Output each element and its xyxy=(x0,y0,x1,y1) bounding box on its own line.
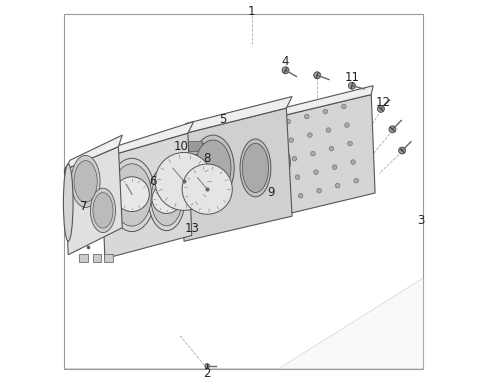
Text: 4: 4 xyxy=(282,55,289,68)
Text: 9: 9 xyxy=(267,186,275,200)
Polygon shape xyxy=(101,133,192,259)
Circle shape xyxy=(351,160,355,164)
Circle shape xyxy=(326,128,331,132)
Polygon shape xyxy=(64,147,122,255)
Circle shape xyxy=(348,141,352,146)
Ellipse shape xyxy=(63,164,73,241)
Circle shape xyxy=(295,175,300,179)
Ellipse shape xyxy=(74,161,97,202)
Circle shape xyxy=(286,119,290,124)
Circle shape xyxy=(205,364,209,368)
Ellipse shape xyxy=(148,167,185,230)
Circle shape xyxy=(155,152,213,210)
Bar xyxy=(187,141,202,151)
Bar xyxy=(186,189,204,201)
Ellipse shape xyxy=(281,180,290,198)
Circle shape xyxy=(304,114,309,119)
Bar xyxy=(186,143,204,154)
Bar xyxy=(79,254,87,262)
Text: 12: 12 xyxy=(375,96,390,109)
Circle shape xyxy=(115,177,149,212)
Ellipse shape xyxy=(109,158,155,232)
Ellipse shape xyxy=(281,151,290,173)
Text: 13: 13 xyxy=(184,222,199,235)
Polygon shape xyxy=(178,96,292,135)
Circle shape xyxy=(348,82,355,89)
Circle shape xyxy=(345,123,349,127)
Ellipse shape xyxy=(112,164,152,226)
Circle shape xyxy=(282,67,289,74)
Polygon shape xyxy=(282,95,375,214)
Circle shape xyxy=(182,164,232,214)
Text: 3: 3 xyxy=(418,213,425,227)
Bar xyxy=(187,181,202,191)
Circle shape xyxy=(298,193,303,198)
Circle shape xyxy=(152,184,181,213)
Circle shape xyxy=(341,104,346,109)
Ellipse shape xyxy=(71,155,100,208)
Circle shape xyxy=(354,178,359,183)
Circle shape xyxy=(314,72,321,79)
Text: 2: 2 xyxy=(204,367,211,380)
Ellipse shape xyxy=(240,139,271,197)
Polygon shape xyxy=(101,122,194,158)
Polygon shape xyxy=(64,278,423,369)
Ellipse shape xyxy=(151,172,182,226)
Text: 6: 6 xyxy=(149,175,157,188)
Bar xyxy=(186,174,204,185)
Circle shape xyxy=(311,151,315,156)
Polygon shape xyxy=(64,135,122,170)
Text: 7: 7 xyxy=(80,200,87,213)
Circle shape xyxy=(332,165,337,169)
Circle shape xyxy=(308,133,312,137)
Text: 8: 8 xyxy=(204,152,211,165)
Bar xyxy=(186,158,204,170)
Text: 1: 1 xyxy=(248,5,255,18)
Circle shape xyxy=(329,146,334,151)
Bar xyxy=(104,254,113,262)
Ellipse shape xyxy=(195,140,231,196)
Circle shape xyxy=(336,183,340,188)
Ellipse shape xyxy=(192,135,234,201)
Ellipse shape xyxy=(242,143,269,193)
Circle shape xyxy=(314,170,318,174)
Ellipse shape xyxy=(93,193,113,228)
Polygon shape xyxy=(178,108,292,241)
Bar xyxy=(187,168,202,178)
Circle shape xyxy=(389,126,396,133)
Polygon shape xyxy=(282,86,373,116)
Circle shape xyxy=(317,188,322,193)
Bar xyxy=(187,154,202,164)
Text: 5: 5 xyxy=(219,113,226,126)
Ellipse shape xyxy=(90,188,116,232)
Text: 10: 10 xyxy=(174,140,189,153)
Bar xyxy=(93,254,101,262)
Bar xyxy=(187,195,202,205)
Circle shape xyxy=(399,147,406,154)
Circle shape xyxy=(323,109,328,114)
Circle shape xyxy=(289,138,294,142)
Circle shape xyxy=(377,105,384,112)
Text: 11: 11 xyxy=(345,71,360,84)
Circle shape xyxy=(292,156,297,161)
